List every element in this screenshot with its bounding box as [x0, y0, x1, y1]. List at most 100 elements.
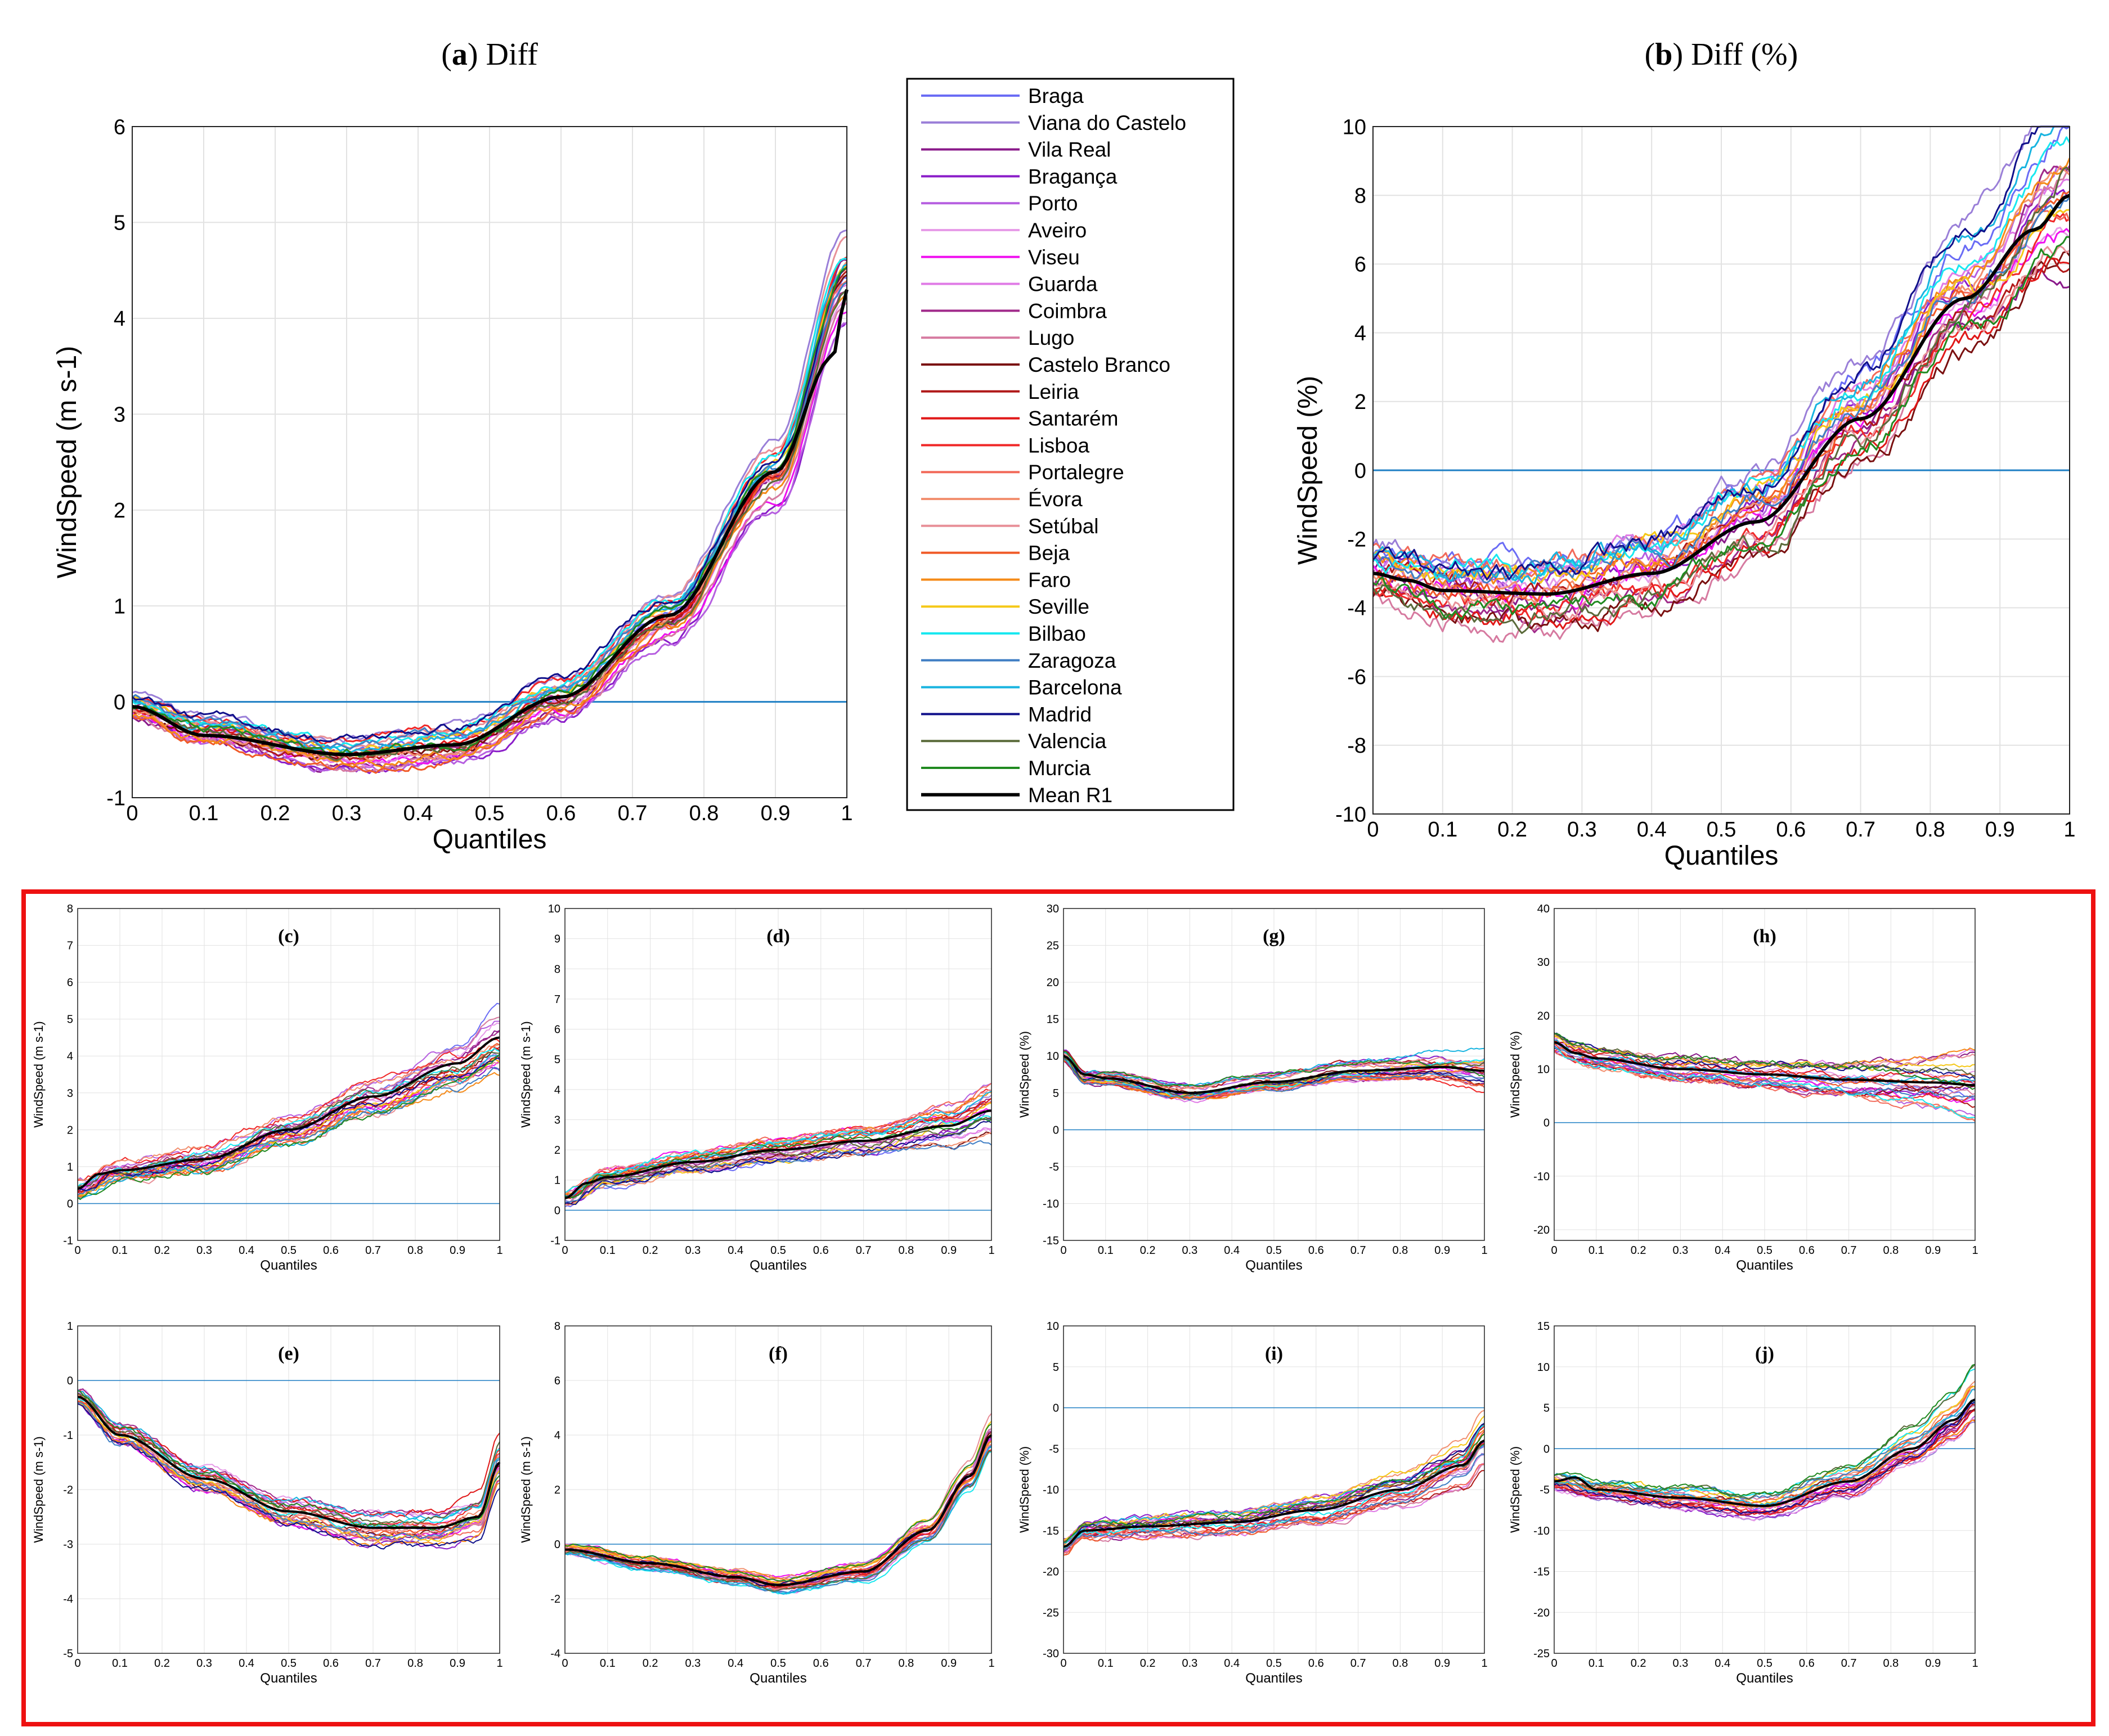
y-tick-label: 9: [554, 933, 560, 946]
panel-label: (c): [278, 926, 299, 947]
mean-line: [77, 1036, 500, 1190]
x-tick-label: 0.6: [813, 1657, 829, 1670]
x-tick-label: 0.8: [898, 1244, 914, 1257]
x-tick-label: 0.5: [281, 1244, 297, 1257]
legend-label: Setúbal: [1028, 515, 1099, 538]
y-tick-label: -1: [63, 1429, 73, 1442]
series-line-15: [1063, 1463, 1485, 1554]
y-tick-label: -4: [1347, 597, 1366, 620]
y-tick-label: -1: [106, 786, 125, 810]
x-tick-label: 0: [1060, 1657, 1066, 1670]
series-line-5: [77, 1020, 500, 1182]
y-tick-label: 0: [1354, 459, 1366, 483]
y-tick-label: 7: [67, 940, 73, 952]
y-tick-label: 8: [1354, 185, 1366, 208]
x-tick-label: 0.3: [196, 1244, 212, 1257]
series-line-23: [1372, 125, 2070, 584]
series-line-22: [1554, 1046, 1975, 1099]
series-line-14: [77, 1397, 500, 1531]
y-tick-label: 15: [1537, 1320, 1550, 1333]
y-tick-label: 40: [1537, 903, 1550, 915]
x-tick-label: 0.7: [1841, 1244, 1857, 1257]
x-tick-label: 0.3: [1182, 1657, 1197, 1670]
x-tick-label: 0.3: [1672, 1244, 1688, 1257]
y-axis-label: WindSpeed (%): [1017, 1446, 1031, 1533]
panel-a: 0 0.1 0.2 0.3 0.4 0.5 0.6 0.7 0.8 0.9 1-10123456Qu…: [52, 37, 853, 854]
x-tick-label: 0.2: [154, 1657, 170, 1670]
y-tick-label: -1: [550, 1235, 560, 1247]
x-tick-label: 0.2: [1140, 1244, 1156, 1257]
x-tick-label: 0.4: [728, 1657, 743, 1670]
x-tick-label: 0.2: [1631, 1657, 1646, 1670]
x-tick-label: 0.1: [1589, 1244, 1604, 1257]
series-line-26: [77, 1390, 500, 1531]
series-line-15: [564, 1082, 992, 1194]
legend-label: Aveiro: [1028, 219, 1087, 242]
y-tick-label: -4: [63, 1593, 73, 1605]
x-tick-label: 0.9: [941, 1244, 957, 1257]
y-tick-label: 20: [1537, 1010, 1550, 1022]
y-tick-label: -20: [1533, 1607, 1550, 1619]
y-tick-label: 30: [1047, 903, 1059, 915]
legend-label: Viseu: [1028, 246, 1080, 269]
y-axis-label: WindSpeed (m s-1): [519, 1021, 533, 1128]
series-line-16: [77, 1044, 500, 1181]
x-axis-label: Quantiles: [750, 1258, 806, 1273]
legend-label: Guarda: [1028, 273, 1098, 296]
x-tick-label: 0.7: [365, 1244, 381, 1257]
x-tick-label: 0.4: [1224, 1244, 1240, 1257]
plot-frame: [1554, 1325, 1976, 1654]
legend-label: Viana do Castelo: [1028, 111, 1186, 134]
series-line-25: [564, 1450, 992, 1592]
panel-label: (f): [769, 1343, 788, 1364]
series-line-26: [1063, 1433, 1485, 1543]
series-line-24: [1372, 125, 2070, 581]
x-axis-label: Quantiles: [1664, 841, 1779, 871]
y-tick-label: -15: [1043, 1525, 1059, 1537]
x-axis-label: Quantiles: [750, 1671, 806, 1686]
panel-label: (d): [766, 926, 790, 947]
panel-c: 0 0.1 0.2 0.3 0.4 0.5 0.6 0.7 0.8 0.9 1-1012345678…: [32, 903, 503, 1273]
y-tick-label: 10: [548, 903, 560, 915]
y-axis-label: WindSpeed (%): [1293, 376, 1323, 565]
x-tick-label: 0.3: [196, 1657, 212, 1670]
y-tick-label: 4: [114, 307, 125, 331]
x-tick-label: 0.7: [1846, 818, 1875, 842]
y-tick-label: -1: [63, 1235, 73, 1247]
y-tick-label: 10: [1343, 115, 1366, 139]
x-tick-label: 0.2: [154, 1244, 170, 1257]
y-tick-label: 3: [67, 1087, 73, 1100]
series-line-22: [77, 1067, 500, 1196]
x-tick-label: 0.3: [685, 1244, 701, 1257]
x-tick-label: 0.1: [1098, 1244, 1114, 1257]
panel-d: 0 0.1 0.2 0.3 0.4 0.5 0.6 0.7 0.8 0.9 1-1012345678…: [519, 903, 995, 1273]
y-tick-label: 10: [1537, 1361, 1550, 1374]
series-line-24: [1554, 1402, 1976, 1515]
series-line-22: [564, 1140, 992, 1203]
y-tick-label: -30: [1043, 1648, 1059, 1660]
x-axis-label: Quantiles: [433, 825, 547, 854]
x-axis-label: Quantiles: [260, 1258, 317, 1273]
x-tick-label: 0: [126, 802, 138, 825]
y-tick-label: 1: [67, 1161, 73, 1173]
x-axis-label: Quantiles: [260, 1671, 317, 1686]
mean-line: [1063, 1439, 1485, 1548]
mean-line: [1554, 1398, 1976, 1508]
legend-label: Santarém: [1028, 407, 1118, 430]
y-tick-label: -5: [1540, 1484, 1550, 1496]
y-tick-label: 2: [554, 1484, 560, 1496]
x-tick-label: 1: [496, 1657, 502, 1670]
x-tick-label: 0.9: [1434, 1244, 1450, 1257]
series-line-20: [1063, 1056, 1485, 1098]
legend-label: Braga: [1028, 84, 1084, 107]
legend-label: Valencia: [1028, 730, 1107, 753]
series-line-26: [1063, 1051, 1485, 1087]
series-line-19: [77, 1072, 500, 1198]
plot-frame: [77, 908, 500, 1241]
legend-label: Barcelona: [1028, 676, 1122, 699]
y-tick-label: -20: [1533, 1224, 1550, 1236]
x-tick-label: 0.5: [1757, 1244, 1773, 1257]
series-line-19: [132, 294, 847, 769]
y-tick-label: -10: [1335, 803, 1366, 826]
y-tick-label: 20: [1047, 977, 1059, 989]
